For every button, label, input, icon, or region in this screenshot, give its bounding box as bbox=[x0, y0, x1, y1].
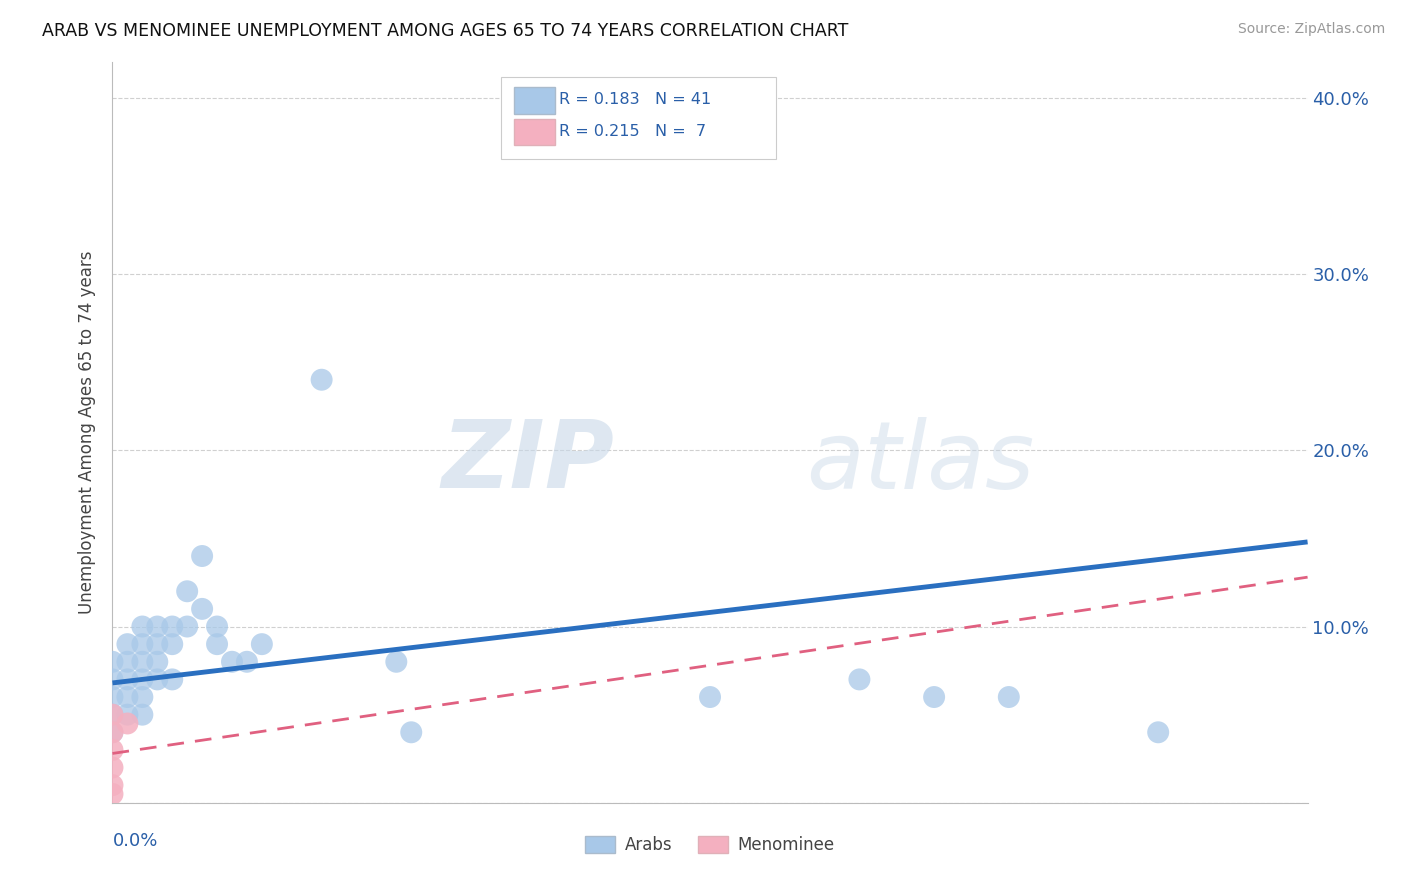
Point bbox=[848, 673, 870, 687]
Point bbox=[117, 690, 139, 704]
Text: atlas: atlas bbox=[806, 417, 1033, 508]
Point bbox=[101, 778, 124, 792]
Text: R = 0.215   N =  7: R = 0.215 N = 7 bbox=[560, 124, 707, 139]
Point bbox=[101, 725, 124, 739]
Point bbox=[205, 619, 228, 633]
Point bbox=[101, 725, 124, 739]
Point bbox=[1147, 725, 1170, 739]
Point bbox=[176, 584, 198, 599]
Point bbox=[922, 690, 945, 704]
Point bbox=[101, 673, 124, 687]
Point bbox=[221, 655, 243, 669]
Point bbox=[146, 619, 169, 633]
Point bbox=[101, 760, 124, 774]
Point bbox=[176, 619, 198, 633]
Point bbox=[131, 707, 153, 722]
Point bbox=[385, 655, 408, 669]
Point bbox=[101, 707, 124, 722]
Point bbox=[117, 655, 139, 669]
Point bbox=[205, 637, 228, 651]
Point bbox=[699, 690, 721, 704]
Point bbox=[131, 690, 153, 704]
FancyBboxPatch shape bbox=[515, 87, 554, 113]
Point bbox=[191, 602, 214, 616]
Point bbox=[162, 673, 183, 687]
Point bbox=[162, 619, 183, 633]
Point bbox=[131, 619, 153, 633]
FancyBboxPatch shape bbox=[501, 78, 776, 159]
Point bbox=[117, 707, 139, 722]
Point bbox=[146, 655, 169, 669]
Point bbox=[101, 743, 124, 757]
Text: ARAB VS MENOMINEE UNEMPLOYMENT AMONG AGES 65 TO 74 YEARS CORRELATION CHART: ARAB VS MENOMINEE UNEMPLOYMENT AMONG AGE… bbox=[42, 22, 849, 40]
Point bbox=[250, 637, 273, 651]
Point bbox=[117, 716, 139, 731]
Y-axis label: Unemployment Among Ages 65 to 74 years: Unemployment Among Ages 65 to 74 years bbox=[77, 251, 96, 615]
Point bbox=[311, 373, 333, 387]
Point bbox=[101, 655, 124, 669]
Point bbox=[162, 637, 183, 651]
Legend: Arabs, Menominee: Arabs, Menominee bbox=[578, 830, 842, 861]
Point bbox=[101, 787, 124, 801]
Point bbox=[131, 637, 153, 651]
Point bbox=[236, 655, 259, 669]
Point bbox=[401, 725, 423, 739]
Point bbox=[146, 673, 169, 687]
Point bbox=[101, 690, 124, 704]
Point bbox=[146, 637, 169, 651]
Point bbox=[101, 707, 124, 722]
Point bbox=[117, 673, 139, 687]
Point bbox=[669, 91, 692, 105]
Text: 0.0%: 0.0% bbox=[112, 832, 157, 850]
Text: ZIP: ZIP bbox=[441, 417, 614, 508]
Text: Source: ZipAtlas.com: Source: ZipAtlas.com bbox=[1237, 22, 1385, 37]
Text: R = 0.183   N = 41: R = 0.183 N = 41 bbox=[560, 92, 711, 107]
Point bbox=[117, 637, 139, 651]
Point bbox=[131, 655, 153, 669]
Point bbox=[131, 673, 153, 687]
FancyBboxPatch shape bbox=[515, 119, 554, 145]
Point bbox=[998, 690, 1021, 704]
Point bbox=[191, 549, 214, 563]
